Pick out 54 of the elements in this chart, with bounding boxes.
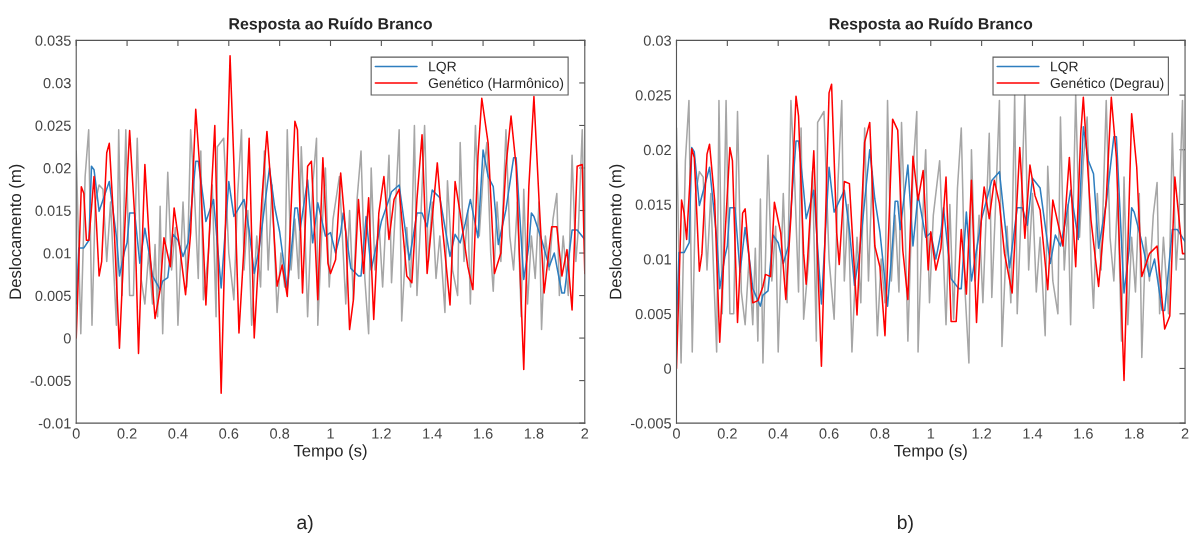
- text: a): [297, 514, 313, 534]
- x-tick-label: 1: [327, 428, 334, 439]
- y-tick-label: 0.005: [35, 290, 71, 301]
- x-tick-label: 1.4: [423, 428, 442, 439]
- y-tick-label: 0.015: [635, 199, 672, 210]
- x-tick-label: 0.4: [768, 428, 788, 439]
- x-tick-label: 0.4: [168, 428, 188, 439]
- y-tick-label: 0.02: [43, 163, 71, 174]
- text: b): [897, 514, 913, 534]
- line-series: [76, 124, 585, 335]
- y-tick-label: -0.01: [38, 418, 71, 429]
- x-tick-label: 0.8: [870, 428, 890, 439]
- y-tick-label: 0.035: [35, 35, 71, 46]
- y-axis-title: Deslocamento (m): [8, 164, 25, 299]
- y-tick-label: -0.005: [30, 375, 71, 387]
- y-tick-label: 0.025: [35, 120, 71, 131]
- x-tick-label: 1.6: [474, 428, 493, 439]
- y-tick-label: 0: [63, 333, 71, 344]
- x-tick-label: 1.8: [524, 428, 544, 439]
- y-tick-label: 0.025: [635, 90, 672, 101]
- x-tick-label: 0.2: [717, 428, 737, 439]
- y-tick-label: -0.005: [630, 418, 672, 429]
- x-tick-label: 0: [72, 428, 80, 439]
- x-tick-label: 1.2: [372, 428, 391, 439]
- x-tick-label: 0.2: [117, 428, 137, 439]
- x-tick-label: 2: [581, 428, 589, 439]
- x-tick-label: 0: [673, 428, 680, 439]
- x-tick-label: 1.6: [1074, 428, 1093, 439]
- chart-title: Resposta ao Ruído Branco: [229, 17, 432, 33]
- y-tick-label: 0.02: [643, 144, 671, 156]
- legend-label: Genético (Harmônico): [428, 77, 564, 91]
- x-tick-label: 1.8: [1125, 428, 1144, 439]
- chart-title: Resposta ao Ruído Branco: [829, 17, 1033, 33]
- y-tick-label: 0.005: [635, 308, 672, 320]
- x-tick-label: 2: [1181, 428, 1189, 439]
- y-tick-label: 0.01: [43, 248, 71, 259]
- y-tick-label: 0.01: [643, 254, 671, 265]
- line-series: [76, 54, 585, 395]
- x-axis-title: Tempo (s): [293, 444, 367, 460]
- y-tick-label: 0.015: [35, 205, 71, 216]
- legend-label: LQR: [1051, 61, 1078, 74]
- x-tick-label: 1.4: [1023, 428, 1043, 439]
- x-tick-label: 0.6: [219, 428, 239, 439]
- x-tick-label: 1.2: [972, 428, 992, 439]
- y-tick-label: 0.03: [43, 78, 71, 89]
- x-tick-label: 1: [927, 428, 935, 439]
- y-tick-label: 0.03: [643, 35, 671, 46]
- x-tick-label: 0.8: [270, 428, 290, 439]
- legend-label: LQR: [429, 61, 457, 74]
- y-axis-title: Deslocamento (m): [609, 164, 625, 299]
- x-tick-label: 0.6: [819, 428, 839, 439]
- y-tick-label: 0: [664, 363, 672, 374]
- x-axis-title: Tempo (s): [894, 444, 967, 460]
- legend-label: Genético (Degrau): [1050, 77, 1164, 91]
